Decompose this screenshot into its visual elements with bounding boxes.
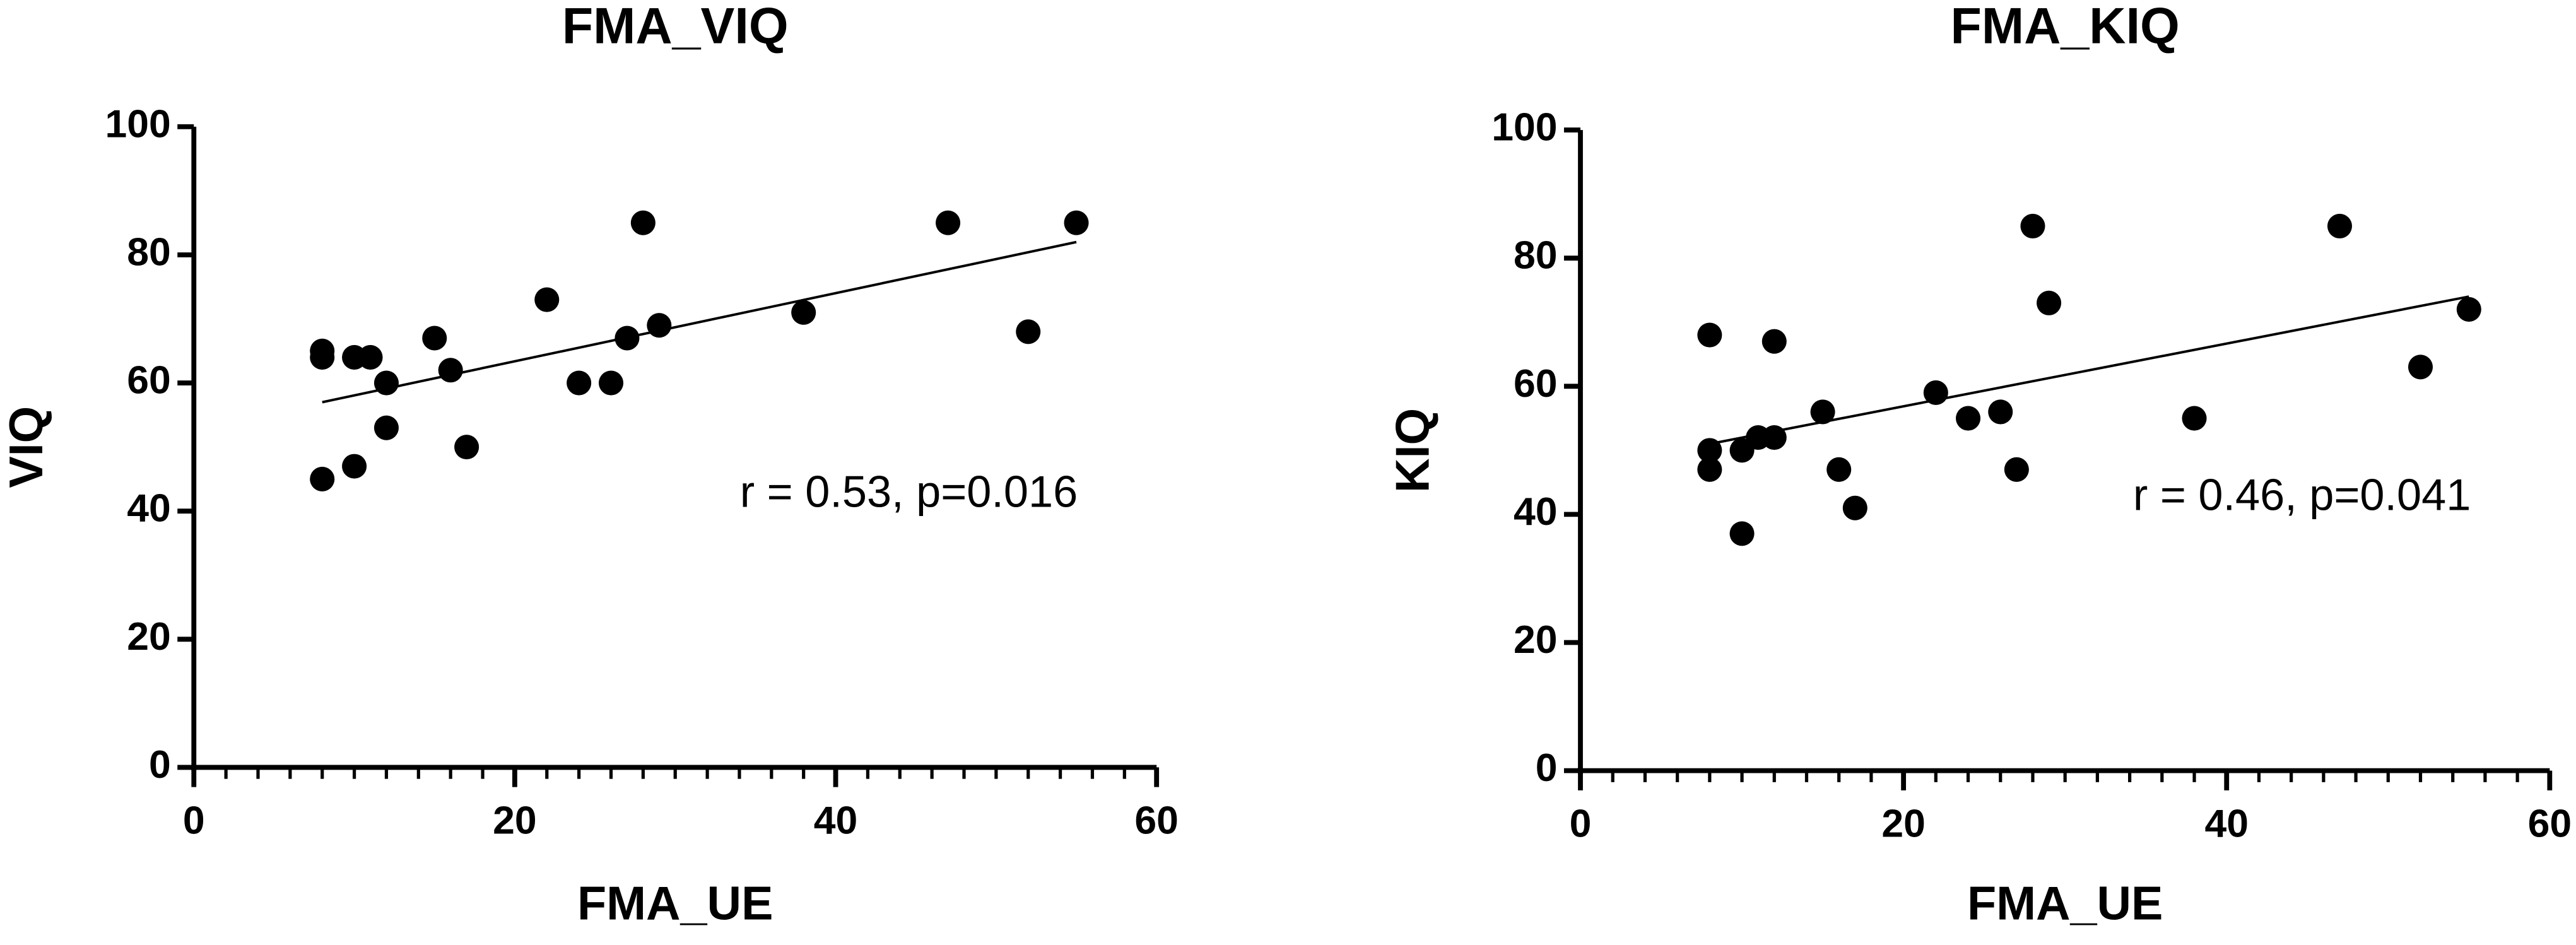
data-point	[2004, 457, 2029, 482]
y-tick-label: 0	[149, 742, 171, 787]
data-point	[647, 313, 672, 338]
y-tick-label: 40	[127, 486, 171, 531]
data-point	[2456, 296, 2481, 322]
x-tick-label: 60	[1134, 798, 1179, 842]
y-tick-label: 40	[1514, 490, 1558, 534]
annotation: r = 0.46, p=0.041	[2133, 470, 2471, 520]
data-point	[630, 210, 656, 235]
data-point	[615, 326, 640, 351]
data-point	[1697, 438, 1722, 463]
x-tick-label: 0	[183, 798, 205, 842]
data-point	[358, 344, 383, 370]
y-tick-label: 100	[1491, 105, 1557, 150]
data-point	[936, 210, 961, 235]
data-point	[373, 370, 399, 396]
x-tick-label: 40	[2204, 802, 2249, 846]
data-point	[1697, 457, 1722, 482]
y-tick-label: 80	[127, 230, 171, 274]
x-tick-label: 0	[1570, 802, 1592, 846]
data-point	[454, 435, 479, 460]
data-point	[373, 415, 399, 440]
x-axis-label: FMA_UE	[1967, 878, 2163, 930]
data-point	[1826, 457, 1852, 482]
data-point	[310, 338, 335, 363]
y-tick-label: 80	[1514, 233, 1558, 278]
data-point	[567, 370, 592, 396]
chart-title: FMA_VIQ	[562, 0, 789, 55]
x-tick-label: 20	[493, 798, 537, 842]
x-tick-label: 20	[1881, 802, 1926, 846]
x-tick-label: 40	[814, 798, 858, 842]
x-tick-label: 60	[2528, 802, 2572, 846]
data-point	[1842, 495, 1867, 520]
data-point	[1923, 380, 1948, 405]
fit-line	[322, 240, 1077, 404]
data-point	[310, 466, 335, 491]
fit-line	[1709, 295, 2469, 445]
data-point	[1761, 329, 1787, 354]
data-point	[1016, 319, 1041, 344]
data-point	[1761, 425, 1787, 450]
data-point	[1956, 406, 1981, 431]
y-tick-label: 60	[127, 358, 171, 402]
annotation: r = 0.53, p=0.016	[740, 466, 1078, 516]
data-point	[791, 300, 816, 325]
y-tick-label: 0	[1536, 746, 1558, 790]
data-point	[1810, 399, 1835, 425]
data-point	[1064, 210, 1089, 235]
data-point	[2408, 355, 2433, 380]
y-axis-label: KIQ	[1387, 408, 1440, 493]
y-tick-label: 60	[1514, 361, 1558, 406]
y-axis-label: VIQ	[0, 406, 53, 488]
data-point	[1729, 521, 1755, 546]
data-point	[342, 454, 367, 479]
data-point	[534, 287, 560, 312]
x-axis-label: FMA_UE	[577, 878, 773, 930]
data-point	[422, 326, 447, 351]
y-tick-label: 20	[127, 614, 171, 659]
y-tick-label: 20	[1514, 618, 1558, 662]
chart-title: FMA_KIQ	[1951, 0, 2180, 55]
data-point	[598, 370, 624, 396]
data-point	[438, 358, 463, 383]
y-tick-label: 100	[105, 102, 171, 146]
data-point	[2327, 213, 2352, 238]
data-point	[2182, 406, 2207, 431]
data-point	[1697, 322, 1722, 348]
data-point	[2020, 213, 2045, 238]
data-point	[2037, 290, 2062, 315]
data-point	[1988, 399, 2013, 425]
